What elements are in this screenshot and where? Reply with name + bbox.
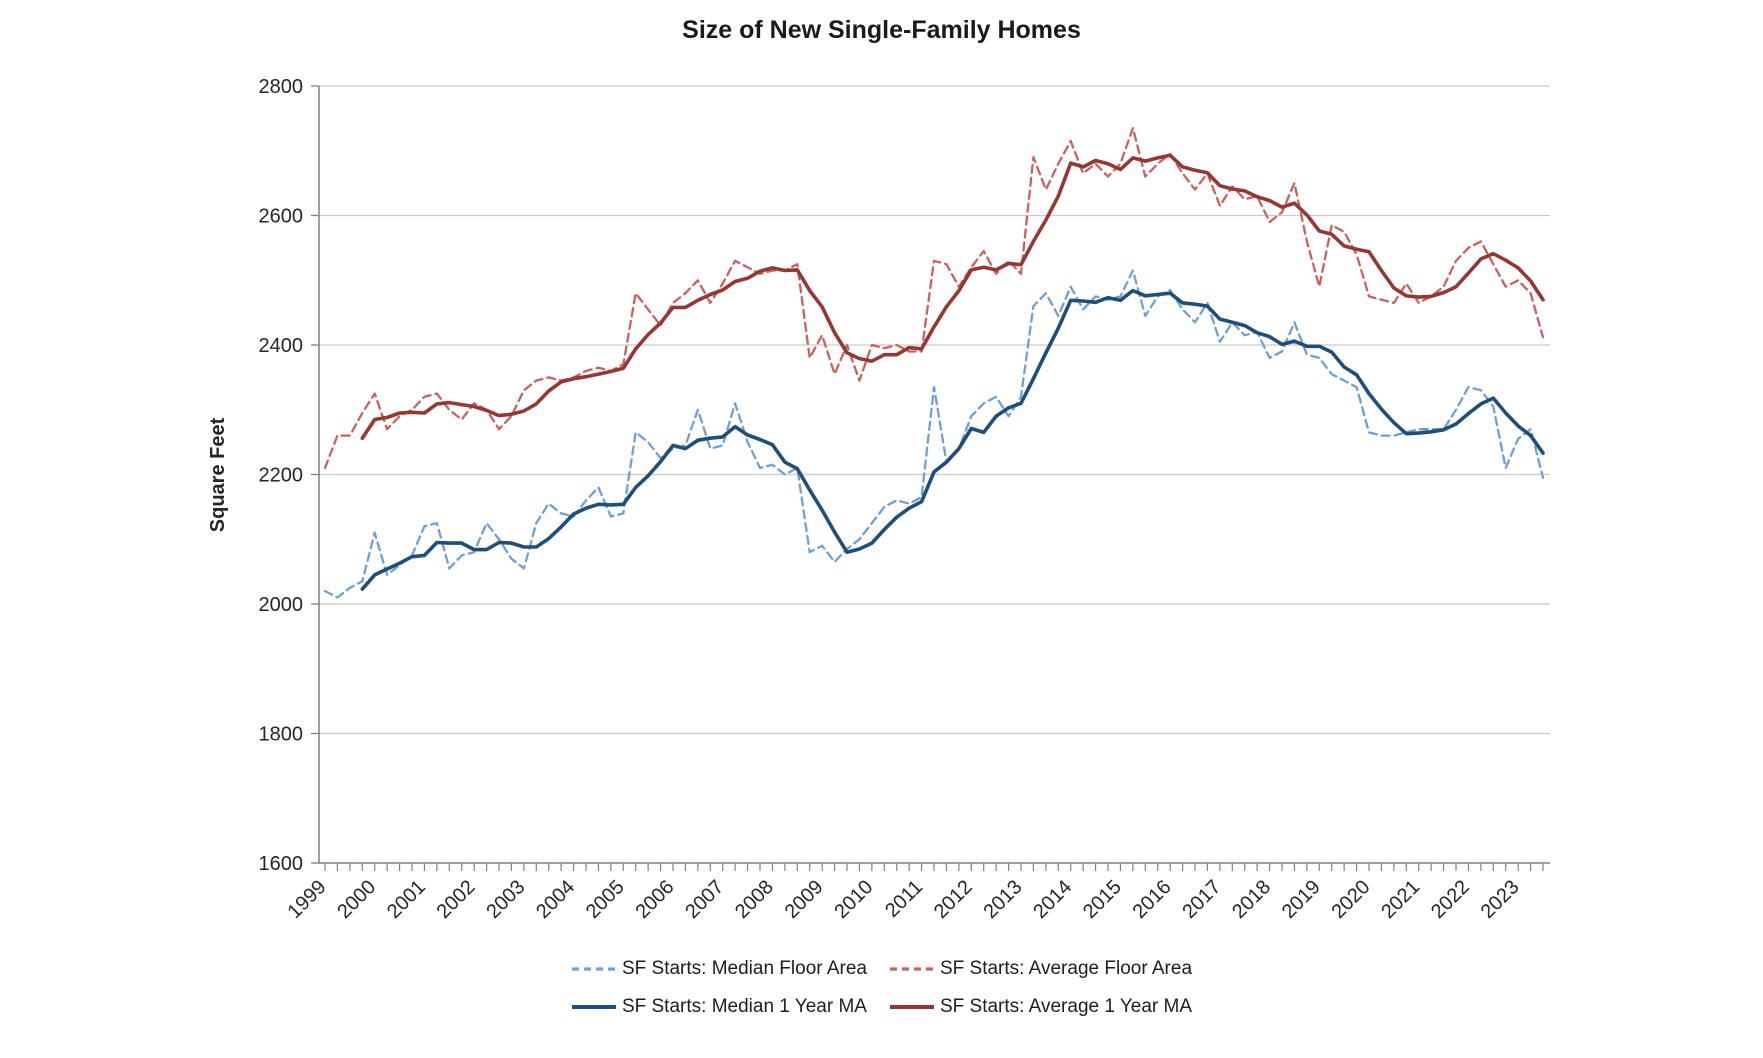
x-tick-label: 2003 (482, 876, 529, 923)
x-tick-label: 2004 (532, 876, 579, 923)
x-tick-label: 2001 (383, 876, 430, 923)
legend-item: SF Starts: Average Floor Area (889, 958, 1192, 980)
y-tick-label: 2400 (259, 335, 304, 357)
x-tick-label: 2018 (1228, 876, 1275, 923)
chart-legend: SF Starts: Median Floor Area SF Starts: A… (0, 958, 1763, 1018)
x-tick-label: 2015 (1079, 876, 1126, 923)
x-tick-label: 2022 (1427, 876, 1474, 923)
legend-key-line (571, 967, 616, 971)
legend-key-line (889, 1005, 934, 1009)
legend-item: SF Starts: Median Floor Area (571, 958, 867, 980)
y-tick-label: 2000 (259, 594, 304, 616)
x-tick-label: 2020 (1328, 876, 1375, 923)
x-tick-label: 2021 (1377, 876, 1424, 923)
series-sf-starts-median-floor-area (323, 269, 1545, 599)
legend-row: SF Starts: Median 1 Year MA SF Starts: Av… (571, 996, 1192, 1018)
y-tick-label: 1600 (259, 853, 304, 875)
x-tick-label: 2013 (980, 876, 1027, 923)
x-tick-label: 2002 (433, 876, 480, 923)
legend-item-label: SF Starts: Median Floor Area (621, 958, 867, 979)
y-tick-label: 2600 (259, 206, 304, 228)
y-axis-title: Square Feet (207, 417, 229, 532)
x-tick-label: 2011 (881, 876, 927, 922)
x-tick-label: 2023 (1477, 876, 1524, 923)
legend-key-line (889, 967, 934, 971)
x-tick-label: 2005 (582, 876, 629, 923)
legend-item-label: SF Starts: Average 1 Year MA (939, 996, 1193, 1017)
x-tick-label: 2009 (781, 876, 828, 923)
x-tick-label: 2000 (333, 876, 380, 923)
x-tick-label: 1999 (284, 876, 331, 923)
y-tick-label: 1800 (259, 724, 304, 746)
legend-item: SF Starts: Median 1 Year MA (571, 996, 867, 1018)
x-tick-label: 2014 (1029, 876, 1076, 923)
series-sf-starts-median-1-year-ma (360, 288, 1545, 591)
x-tick-label: 2019 (1278, 876, 1325, 923)
legend-item-label: SF Starts: Median 1 Year MA (621, 996, 867, 1017)
y-tick-label: 2800 (259, 76, 304, 98)
x-tick-label: 2016 (1129, 876, 1176, 923)
legend-item-label: SF Starts: Average Floor Area (939, 958, 1193, 979)
x-tick-label: 2007 (681, 876, 728, 923)
x-tick-label: 2010 (830, 876, 877, 923)
series-sf-starts-average-1-year-ma (360, 153, 1545, 441)
x-tick-label: 2008 (731, 876, 778, 923)
x-tick-label: 2012 (930, 876, 977, 923)
series-sf-starts-average-floor-area (323, 126, 1545, 470)
legend-row: SF Starts: Median Floor Area SF Starts: A… (571, 958, 1192, 980)
x-tick-label: 2017 (1178, 876, 1225, 923)
x-tick-label: 2006 (632, 876, 679, 923)
y-tick-label: 2200 (259, 465, 304, 487)
legend-key-line (571, 1005, 616, 1009)
chart-title: Size of New Single-Family Homes (682, 16, 1081, 44)
legend-item: SF Starts: Average 1 Year MA (889, 996, 1192, 1018)
